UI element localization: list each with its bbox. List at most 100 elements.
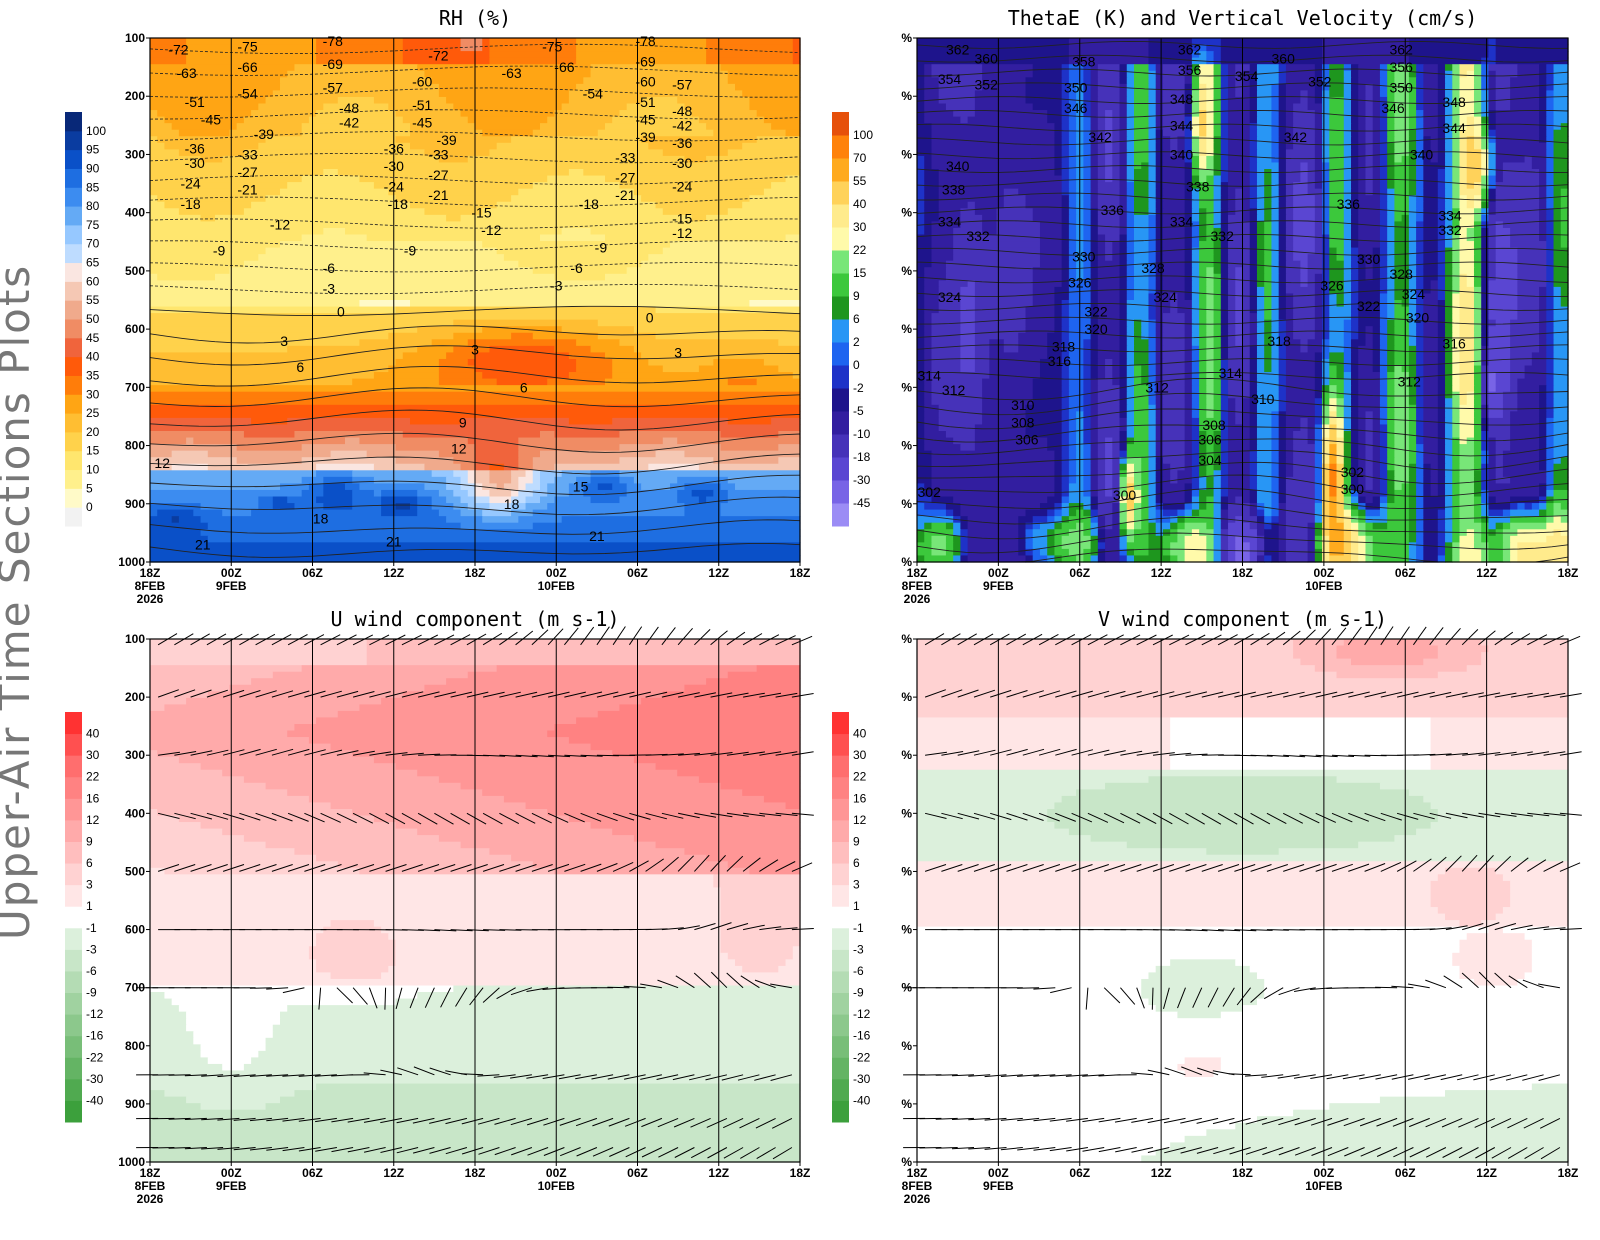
contour-label: 12 [451, 441, 467, 457]
colorbar-label: 9 [853, 834, 860, 848]
contour-label: -75 [542, 39, 562, 55]
date-label: 2026 [137, 1192, 164, 1206]
colorbar-swatch [65, 319, 82, 338]
contour-label: 324 [938, 289, 962, 305]
contour-label: 322 [1357, 298, 1381, 314]
date-label: 9FEB [216, 1179, 247, 1193]
y-tick-label: % [901, 380, 912, 394]
colorbar-swatch [65, 451, 82, 470]
y-tick-label: 300 [125, 147, 145, 161]
x-tick-label: 00Z [546, 566, 567, 580]
colorbar-swatch [832, 949, 849, 971]
x-tick-label: 00Z [988, 1166, 1009, 1180]
colorbar-swatch [832, 798, 849, 820]
colorbar-swatch [65, 798, 82, 820]
y-tick-label: 100 [125, 632, 145, 646]
colorbar-swatch [65, 1057, 82, 1079]
contour-label: 18 [313, 510, 329, 526]
contour-label: -39 [254, 126, 274, 142]
contour-label: 6 [520, 379, 528, 395]
date-label: 8FEB [135, 579, 166, 593]
colorbar-swatch [65, 1079, 82, 1101]
colorbar-label: 95 [86, 143, 100, 157]
x-tick-label: 18Z [140, 1166, 161, 1180]
colorbar-label: 60 [86, 274, 100, 288]
contour-label: 328 [1141, 260, 1165, 276]
colorbar-label: 100 [86, 124, 106, 138]
x-tick-label: 06Z [302, 1166, 323, 1180]
colorbar-label: -9 [86, 986, 97, 1000]
colorbar-swatch [832, 181, 849, 205]
colorbar-label: -16 [853, 1029, 871, 1043]
contour-label: -12 [481, 222, 501, 238]
x-tick-label: 18Z [790, 566, 811, 580]
colorbar-swatch [65, 949, 82, 971]
colorbar-label: 80 [86, 199, 100, 213]
colorbar-label: -12 [86, 1007, 104, 1021]
y-tick-label: 900 [125, 497, 145, 511]
contour-label: 314 [918, 368, 942, 384]
colorbar-label: -30 [853, 473, 871, 487]
date-label: 8FEB [135, 1179, 166, 1193]
x-tick-label: 06Z [627, 1166, 648, 1180]
y-tick-label: % [901, 632, 912, 646]
contour-label: 3 [280, 333, 288, 349]
x-tick-label: 12Z [383, 1166, 404, 1180]
x-tick-label: 00Z [988, 566, 1009, 580]
colorbar-label: 12 [86, 813, 100, 827]
colorbar-swatch [832, 388, 849, 412]
y-tick-label: % [901, 864, 912, 878]
x-tick-label: 12Z [1151, 566, 1172, 580]
contour-label: 360 [1272, 50, 1296, 66]
colorbar-swatch [832, 158, 849, 182]
contour-label: 340 [1170, 146, 1194, 162]
colorbar-label: 22 [86, 770, 100, 784]
colorbar-swatch [832, 411, 849, 435]
colorbar-label: -6 [86, 964, 97, 978]
y-tick-label: 600 [125, 923, 145, 937]
colorbar-swatch [832, 1057, 849, 1079]
contour-label: -57 [323, 80, 343, 96]
contour-label: 324 [1154, 289, 1178, 305]
y-tick-label: 500 [125, 864, 145, 878]
contour-label: -75 [237, 39, 257, 55]
colorbar-swatch [65, 777, 82, 799]
colorbar-swatch [832, 227, 849, 251]
colorbar-swatch [65, 906, 82, 928]
colorbar-label: -40 [853, 1093, 871, 1107]
colorbar-swatch [65, 432, 82, 451]
contour-label: 326 [1068, 275, 1092, 291]
contour-label: 18 [504, 496, 520, 512]
wind-barb [1017, 988, 1039, 989]
colorbar-label: 0 [853, 358, 860, 372]
contour-label: -78 [323, 33, 343, 49]
x-tick-label: 18Z [465, 1166, 486, 1180]
contour-label: -54 [583, 85, 603, 101]
contour-label: 306 [1198, 432, 1222, 448]
contour-label: 312 [1145, 379, 1169, 395]
colorbar-label: 40 [853, 197, 867, 211]
colorbar-swatch [65, 263, 82, 282]
colorbar-label: 90 [86, 161, 100, 175]
contour-label: 362 [1178, 42, 1202, 58]
contour-label: 340 [946, 158, 970, 174]
colorbar-swatch [832, 993, 849, 1015]
x-tick-label: 12Z [1476, 566, 1497, 580]
contour-label: -51 [635, 94, 655, 110]
x-tick-label: 18Z [140, 566, 161, 580]
colorbar-swatch [65, 225, 82, 244]
contour-label: -63 [501, 65, 521, 81]
contour-label: 304 [1198, 452, 1222, 468]
contour-label: 348 [1442, 94, 1466, 110]
x-tick-label: 18Z [907, 566, 928, 580]
contour-label: 350 [1390, 80, 1414, 96]
contour-label: -42 [672, 117, 692, 133]
y-tick-label: % [901, 748, 912, 762]
contour-label: 356 [1178, 62, 1202, 78]
colorbar-swatch [65, 841, 82, 863]
contour-label: -36 [185, 141, 205, 157]
contour-label: 324 [1402, 286, 1426, 302]
colorbar-swatch [832, 457, 849, 481]
contour-label: 362 [946, 42, 970, 58]
x-tick-label: 18Z [1232, 1166, 1253, 1180]
